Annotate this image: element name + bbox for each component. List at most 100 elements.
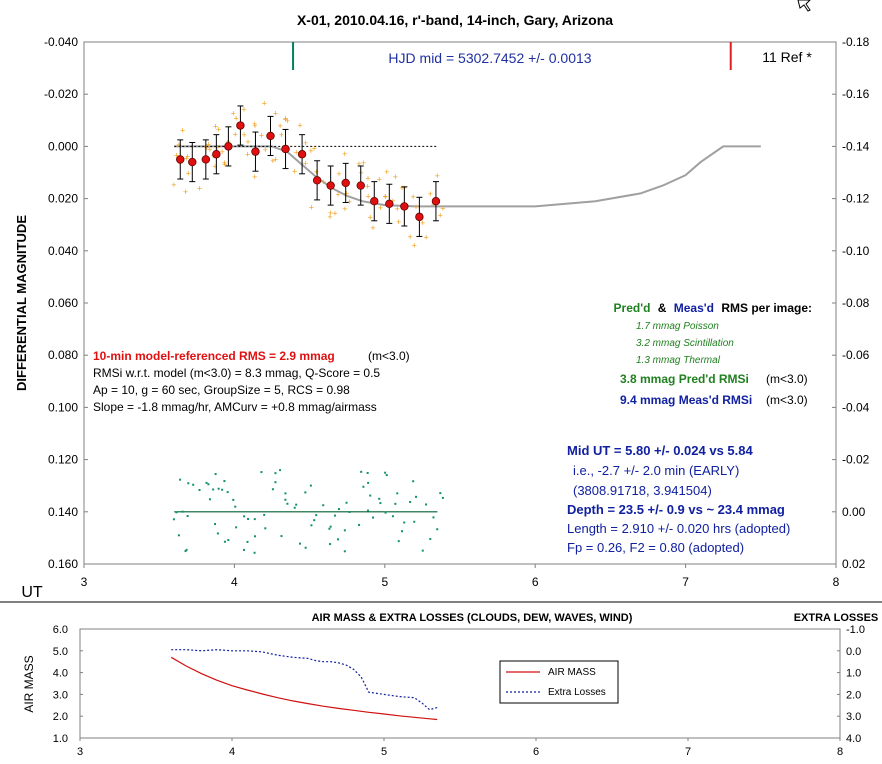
group-mean-point <box>176 155 185 164</box>
extra-losses-y-tick-label: 1.0 <box>846 668 861 680</box>
raw-data-point: + <box>435 171 440 181</box>
residual-point <box>286 502 289 505</box>
airmass-line <box>170 656 438 721</box>
raw-data-point: + <box>245 137 250 147</box>
airmass-y-tick-label: 2.0 <box>53 711 68 723</box>
raw-data-point: + <box>171 180 176 190</box>
residual-point <box>432 516 435 519</box>
residual-point <box>425 503 428 506</box>
raw-data-point: + <box>252 121 257 131</box>
main-plot-area <box>83 41 837 565</box>
raw-data-point: + <box>252 119 257 129</box>
raw-data-point: + <box>336 169 341 179</box>
raw-data-point: + <box>321 177 326 187</box>
residual-point <box>208 498 211 501</box>
raw-data-point: + <box>303 138 308 148</box>
main-x-axis-label: UT <box>21 584 43 601</box>
main-y2-tick-label: -0.18 <box>842 35 870 49</box>
raw-data-point: + <box>184 153 189 163</box>
residual-point <box>366 471 369 474</box>
transit-model-line <box>174 145 761 208</box>
residual-point <box>329 543 332 546</box>
ephemeris-text: (3808.91718, 3.941504) <box>573 483 712 498</box>
residual-point <box>396 492 399 495</box>
main-y-tick-label: -0.040 <box>44 35 78 49</box>
group-mean-point <box>400 202 409 211</box>
group-mean-point <box>281 144 290 154</box>
raw-data-point: + <box>396 217 401 227</box>
slope-text: Slope = -1.8 mmag/hr, AMCurv = +0.8 mmag… <box>93 400 377 414</box>
residual-point <box>217 487 220 490</box>
raw-data-point: + <box>270 156 275 166</box>
residual-point <box>175 511 178 514</box>
raw-data-point: + <box>231 109 236 119</box>
raw-data-point: + <box>344 188 349 198</box>
rms-heading-amp: & <box>658 301 667 315</box>
residual-point <box>226 491 229 494</box>
raw-data-point: + <box>186 169 191 179</box>
residual-point <box>246 540 249 543</box>
residual-point <box>429 538 432 541</box>
residual-point <box>247 517 250 520</box>
raw-data-point: + <box>222 158 227 168</box>
group-mean-point <box>236 121 245 130</box>
raw-data-point: + <box>233 113 238 123</box>
residual-point <box>253 518 256 521</box>
residual-point <box>415 495 418 498</box>
legend-airmass-label: AIR MASS <box>548 667 596 678</box>
group-mean-point <box>312 176 322 185</box>
residual-point <box>333 514 336 517</box>
group-mean-point <box>370 197 379 206</box>
residual-point <box>207 483 210 486</box>
airmass-y-tick-label: 6.0 <box>53 624 68 636</box>
group-mean-point <box>385 199 394 209</box>
raw-data-point: + <box>277 121 282 131</box>
residual-point <box>348 510 351 513</box>
residual-point <box>243 515 246 518</box>
main-chart-title: X-01, 2010.04.16, r'-band, 14-inch, Gary… <box>297 12 613 28</box>
raw-data-point: + <box>342 204 347 214</box>
raw-data-point: + <box>390 196 395 206</box>
raw-data-point: + <box>428 189 433 199</box>
residual-point <box>253 535 256 538</box>
airmass-plot-area <box>79 628 841 739</box>
residual-point <box>214 523 217 526</box>
residual-point <box>337 538 340 541</box>
raw-data-point: + <box>273 154 278 164</box>
main-y-tick-label: 0.140 <box>48 505 78 519</box>
group-mean-point <box>326 181 335 190</box>
raw-data-point: + <box>176 140 181 150</box>
raw-data-point: + <box>204 143 209 153</box>
residual-point <box>227 539 230 542</box>
raw-data-point: + <box>262 98 267 108</box>
residual-point <box>322 504 325 507</box>
residual-point <box>358 523 361 526</box>
extra-losses-y-tick-label: 0.0 <box>846 646 861 658</box>
airmass-x-tick-label: 3 <box>77 746 83 758</box>
main-y-tick-label: 0.160 <box>48 557 78 571</box>
residual-point <box>441 496 444 499</box>
main-y-axis-label: DIFFERENTIAL MAGNITUDE <box>14 215 29 391</box>
raw-data-point: + <box>252 172 257 182</box>
residual-point <box>179 478 182 481</box>
raw-data-point: + <box>383 191 388 201</box>
rms-meas-value: 9.4 mmag Meas'd RMSi <box>620 393 752 407</box>
residual-point <box>279 469 282 472</box>
residual-point <box>192 483 195 486</box>
raw-data-point: + <box>335 190 340 200</box>
residual-point <box>216 532 219 535</box>
rmsi-model-text: RMSi w.r.t. model (m<3.0) = 8.3 mmag, Q-… <box>93 366 380 380</box>
residual-point <box>309 484 312 487</box>
extra-losses-line <box>171 649 438 711</box>
main-y-tick-label: 0.080 <box>48 348 78 362</box>
extra-losses-axis-title: EXTRA LOSSES <box>794 612 879 624</box>
residual-point <box>409 500 412 503</box>
raw-data-point: + <box>368 212 373 222</box>
rms-meas-cond: (m<3.0) <box>766 393 808 407</box>
raw-data-point: + <box>263 145 268 155</box>
raw-data-point: + <box>303 159 308 169</box>
residual-point <box>372 516 375 519</box>
main-y2-tick-label: -0.08 <box>842 296 870 310</box>
raw-data-point: + <box>183 187 188 197</box>
main-y2-tick-label: -0.02 <box>842 453 870 467</box>
